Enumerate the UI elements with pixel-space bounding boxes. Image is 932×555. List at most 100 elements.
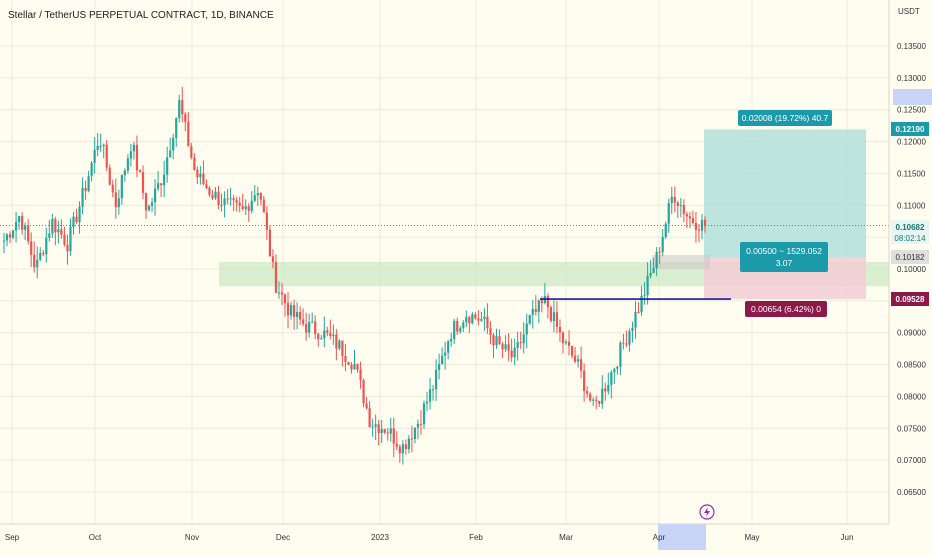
candle-body: [377, 424, 380, 433]
candle-body: [625, 343, 628, 345]
price-tick-label: 0.10000: [897, 265, 926, 274]
candle-body: [573, 355, 577, 362]
candle-body: [483, 316, 486, 320]
price-tick-label: 0.11500: [897, 169, 926, 178]
candle-body: [456, 320, 459, 332]
candle-body: [317, 333, 320, 340]
candle-body: [610, 372, 613, 385]
candle-body: [217, 191, 220, 206]
price-tick-label: 0.07000: [897, 456, 926, 465]
current-price-text: 0.10682: [896, 223, 925, 232]
candle-body: [247, 206, 250, 211]
candle-body: [223, 198, 226, 205]
candle-body: [459, 328, 462, 332]
candle-body: [564, 341, 568, 344]
candle-body: [555, 312, 559, 327]
target-price-label: 0.12190: [891, 122, 929, 136]
target-price-text: 0.12190: [896, 125, 925, 134]
candle-body: [643, 295, 646, 297]
candle-body: [5, 234, 9, 241]
candle-body: [431, 389, 435, 391]
candle-body: [567, 341, 571, 346]
price-tick-label: 0.13500: [897, 42, 926, 51]
candle-body: [132, 144, 136, 152]
candle-body: [344, 355, 347, 362]
candle-body: [14, 222, 18, 231]
candle-body: [178, 100, 181, 119]
time-axis[interactable]: Sep Oct Nov Dec 2023 Feb Mar Apr May Jun: [5, 533, 854, 542]
candle-body: [395, 443, 398, 447]
risk-reward-line2: 3.07: [776, 258, 793, 268]
price-tick-label: 0.06500: [897, 488, 926, 497]
candle-body: [519, 342, 522, 344]
candle-body: [87, 176, 90, 192]
candle-body: [295, 312, 299, 318]
candle-body: [135, 144, 139, 171]
candle-body: [232, 198, 235, 201]
candle-body: [8, 234, 12, 238]
candle-body: [507, 344, 510, 351]
time-tick-label: Sep: [5, 533, 20, 542]
candle-body: [697, 229, 701, 231]
candle-body: [613, 368, 616, 373]
time-tick-label: Jun: [841, 533, 854, 542]
stop-badge[interactable]: 0.00654 (6.42%) 0: [745, 301, 827, 317]
candle-body: [21, 216, 24, 230]
candle-body: [141, 172, 145, 193]
candle-body: [11, 230, 15, 238]
candle-body: [392, 428, 395, 444]
candle-body: [202, 173, 205, 185]
candle-body: [341, 340, 344, 356]
candle-body: [30, 241, 33, 255]
candle-body: [256, 193, 259, 196]
candle-body: [598, 400, 601, 404]
candle-body: [314, 321, 317, 334]
candle-body: [528, 314, 531, 324]
candle-body: [368, 408, 371, 427]
candle-body: [235, 200, 238, 203]
candle-body: [450, 338, 453, 342]
time-tick-label: May: [744, 533, 759, 542]
candle-body: [199, 173, 202, 178]
candle-body: [425, 401, 429, 404]
risk-reward-line1: 0.00500 ~ 1529.052: [746, 246, 822, 256]
candle-body: [2, 240, 6, 242]
time-tick-label: Apr: [653, 533, 666, 542]
stop-badge-text: 0.00654 (6.42%) 0: [751, 304, 821, 314]
candle-body: [434, 369, 438, 390]
lightning-icon[interactable]: [699, 504, 715, 520]
candle-body: [525, 323, 528, 335]
candle-body: [129, 151, 133, 159]
candle-body: [419, 423, 423, 425]
candle-body: [120, 175, 123, 199]
candle-body: [462, 322, 465, 329]
candle-body: [404, 444, 407, 450]
risk-reward-badge[interactable]: 0.00500 ~ 1529.052 3.07: [740, 242, 828, 272]
target-badge[interactable]: 0.02008 (19.72%) 40.7: [738, 110, 832, 126]
candle-body: [534, 308, 537, 312]
candle-body: [172, 137, 175, 151]
candle-body: [323, 330, 326, 339]
candle-body: [558, 326, 562, 333]
candle-body: [111, 184, 114, 193]
candle-body: [72, 216, 75, 227]
candle-body: [338, 340, 341, 349]
candle-body: [238, 202, 241, 206]
stop-price-text: 0.09528: [896, 295, 925, 304]
candle-body: [516, 342, 519, 348]
candle-body: [389, 428, 392, 434]
candle-body: [576, 359, 580, 362]
candle-body: [214, 191, 217, 199]
candle-body: [401, 444, 404, 454]
entry-price-text: 0.10182: [896, 253, 925, 262]
candle-body: [253, 195, 256, 201]
candle-body: [685, 214, 688, 217]
candle-body: [250, 200, 253, 211]
candle-body: [604, 388, 607, 392]
time-tick-label: Oct: [89, 533, 102, 542]
time-tick-label: Feb: [469, 533, 483, 542]
candle-body: [274, 262, 278, 293]
price-axis[interactable]: 0.13500 0.13000 0.12500 0.12000 0.11500 0.110…: [897, 42, 926, 497]
